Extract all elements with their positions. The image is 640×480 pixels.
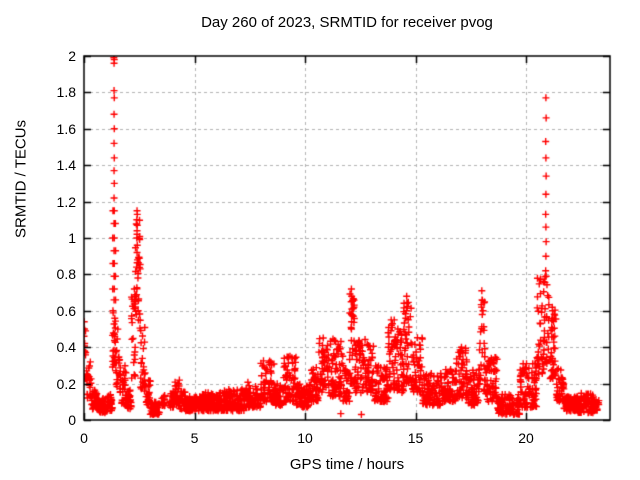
y-tick-label-9: 1.8 [56,84,76,101]
x-tick-label-3: 15 [407,430,424,446]
y-tick-label-0: 0 [68,412,76,428]
y-tick-label-6: 1.2 [56,193,76,210]
y-tick-label-7: 1.4 [56,157,76,174]
x-tick-label-0: 0 [80,430,88,446]
chart-title: Day 260 of 2023, SRMTID for receiver pvo… [201,14,493,31]
x-tick-label-4: 20 [518,430,534,446]
x-tick-label-1: 5 [190,430,199,446]
y-tick-label-10: 2 [68,48,76,64]
y-tick-label-5: 1 [68,230,76,246]
y-tick-label-4: 0.8 [56,266,76,283]
y-tick-label-1: 0.2 [56,375,76,392]
y-tick-label-3: 0.6 [56,302,76,319]
y-tick-label-8: 1.6 [56,120,76,137]
y-tick-label-2: 0.4 [56,339,76,356]
x-tick-label-2: 10 [297,430,313,446]
x-axis-label: GPS time / hours [289,456,405,473]
